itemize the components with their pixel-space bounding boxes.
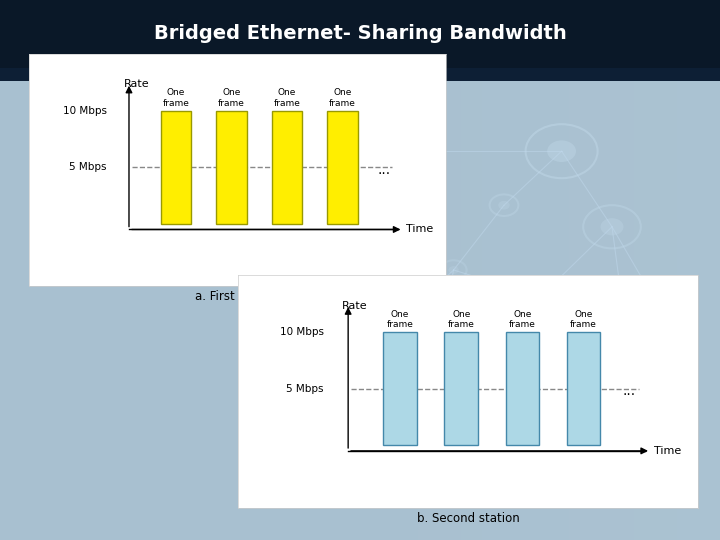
Text: One
frame: One frame xyxy=(329,88,356,107)
Bar xyxy=(0,81,720,540)
Bar xyxy=(569,81,590,540)
Text: 10 Mbps: 10 Mbps xyxy=(279,327,324,338)
Bar xyxy=(698,81,720,540)
Bar xyxy=(612,81,634,540)
Bar xyxy=(567,333,600,446)
Bar xyxy=(288,81,310,540)
Bar xyxy=(418,81,439,540)
Bar xyxy=(444,333,478,446)
Text: Rate: Rate xyxy=(123,79,149,90)
Bar xyxy=(634,81,655,540)
Bar xyxy=(161,111,192,224)
Circle shape xyxy=(547,140,576,162)
Text: One
frame: One frame xyxy=(387,309,413,329)
Bar xyxy=(327,111,358,224)
Text: Time: Time xyxy=(654,446,681,456)
Text: ...: ... xyxy=(623,384,636,398)
Circle shape xyxy=(449,266,459,274)
Text: One
frame: One frame xyxy=(218,88,245,107)
Bar xyxy=(0,0,720,81)
Circle shape xyxy=(600,218,624,235)
Text: Rate: Rate xyxy=(342,301,368,311)
Bar xyxy=(383,333,417,446)
Bar xyxy=(310,81,331,540)
Circle shape xyxy=(498,201,510,210)
Bar xyxy=(216,111,247,224)
Bar xyxy=(505,333,539,446)
Circle shape xyxy=(533,292,547,302)
Bar xyxy=(271,111,302,224)
Circle shape xyxy=(625,382,642,395)
Text: 5 Mbps: 5 Mbps xyxy=(286,384,324,394)
Text: One
frame: One frame xyxy=(570,309,597,329)
Circle shape xyxy=(652,306,672,321)
Text: Time: Time xyxy=(406,225,433,234)
Text: ...: ... xyxy=(377,163,390,177)
Bar xyxy=(590,81,612,540)
Bar xyxy=(526,81,547,540)
Text: One
frame: One frame xyxy=(274,88,300,107)
Text: 5 Mbps: 5 Mbps xyxy=(69,163,107,172)
Text: b. Second station: b. Second station xyxy=(417,512,519,525)
Text: 10 Mbps: 10 Mbps xyxy=(63,106,107,116)
Bar xyxy=(547,81,569,540)
Bar xyxy=(439,81,461,540)
Bar xyxy=(374,81,396,540)
Text: One
frame: One frame xyxy=(163,88,189,107)
Bar xyxy=(396,81,418,540)
Bar xyxy=(655,81,677,540)
Text: One
frame: One frame xyxy=(509,309,536,329)
Bar xyxy=(482,81,504,540)
Text: One
frame: One frame xyxy=(448,309,474,329)
Bar xyxy=(677,81,698,540)
Text: Bridged Ethernet- Sharing Bandwidth: Bridged Ethernet- Sharing Bandwidth xyxy=(153,24,567,43)
Bar xyxy=(331,81,353,540)
Bar xyxy=(353,81,374,540)
Text: a. First station: a. First station xyxy=(195,291,280,303)
Bar xyxy=(504,81,526,540)
Bar xyxy=(461,81,482,540)
